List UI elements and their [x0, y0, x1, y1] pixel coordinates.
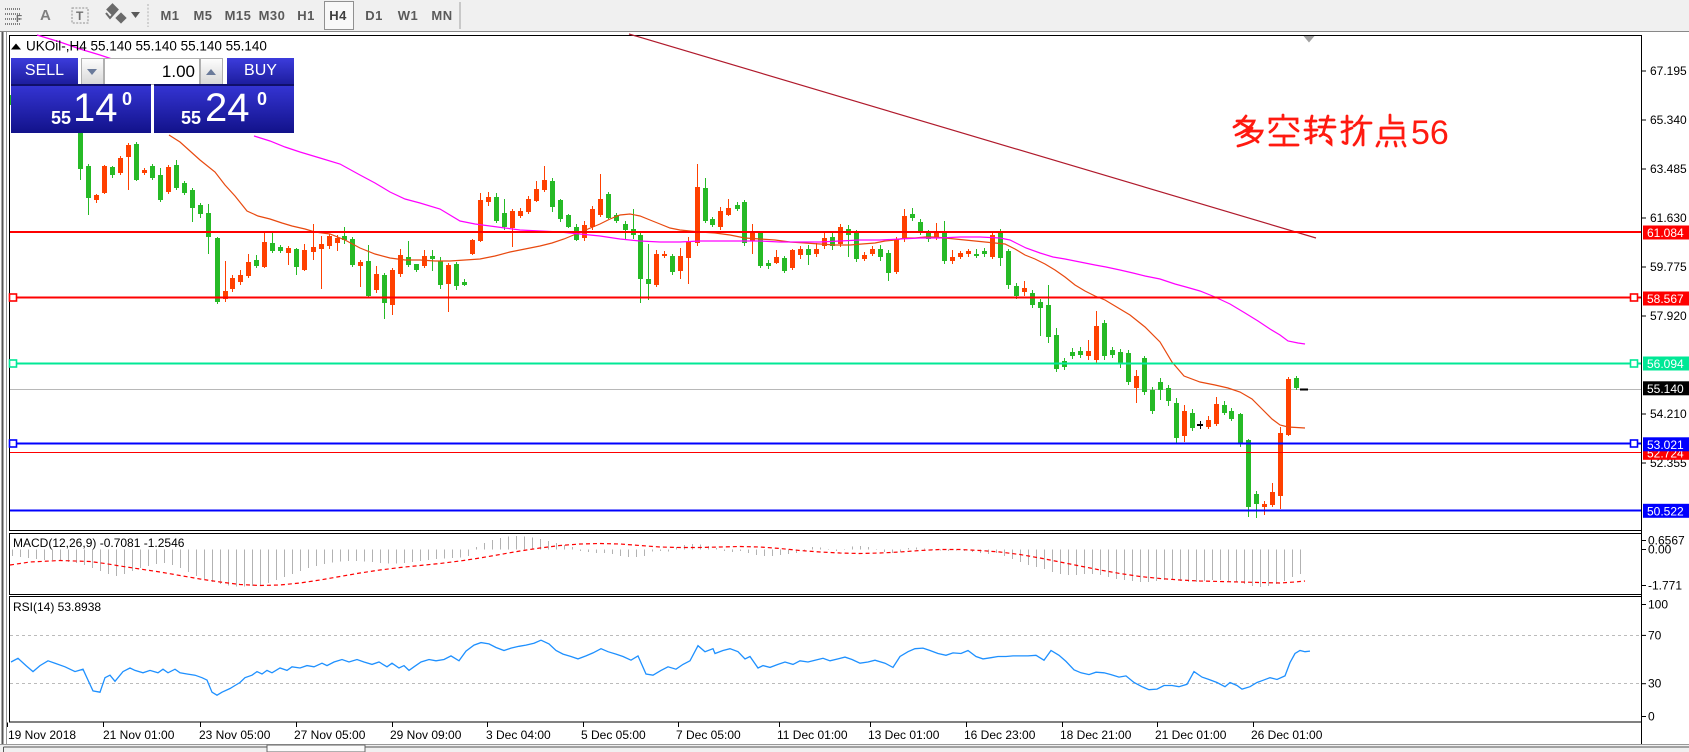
svg-text:30: 30 — [1648, 677, 1662, 691]
svg-text:A: A — [40, 7, 51, 24]
svg-text:63.485: 63.485 — [1650, 162, 1687, 176]
svg-text:18 Dec 21:00: 18 Dec 21:00 — [1060, 728, 1132, 742]
svg-text:53.021: 53.021 — [1647, 438, 1684, 452]
svg-text:65.340: 65.340 — [1650, 113, 1687, 127]
svg-text:26 Dec 01:00: 26 Dec 01:00 — [1251, 728, 1323, 742]
svg-text:11 Dec 01:00: 11 Dec 01:00 — [777, 728, 848, 742]
svg-text:21 Nov 01:00: 21 Nov 01:00 — [103, 728, 175, 742]
svg-text:50.522: 50.522 — [1647, 504, 1684, 518]
svg-text:T: T — [76, 9, 84, 23]
svg-text:F: F — [16, 14, 22, 25]
svg-text:0.00: 0.00 — [1648, 543, 1672, 557]
svg-text:54.210: 54.210 — [1650, 407, 1687, 421]
svg-text:58.567: 58.567 — [1647, 292, 1684, 306]
svg-text:61.084: 61.084 — [1647, 226, 1684, 240]
svg-text:21 Dec 01:00: 21 Dec 01:00 — [1155, 728, 1227, 742]
svg-text:61.630: 61.630 — [1650, 211, 1687, 225]
svg-text:56: 56 — [1411, 114, 1449, 152]
svg-text:5 Dec 05:00: 5 Dec 05:00 — [581, 728, 646, 742]
svg-text:RSI(14) 53.8938: RSI(14) 53.8938 — [13, 600, 101, 614]
svg-text:23 Nov 05:00: 23 Nov 05:00 — [199, 728, 271, 742]
svg-text:7 Dec 05:00: 7 Dec 05:00 — [676, 728, 741, 742]
svg-text:-1.771: -1.771 — [1648, 579, 1682, 593]
svg-text:13 Dec 01:00: 13 Dec 01:00 — [868, 728, 940, 742]
svg-text:67.195: 67.195 — [1650, 64, 1687, 78]
svg-text:3 Dec 04:00: 3 Dec 04:00 — [486, 728, 551, 742]
svg-text:59.775: 59.775 — [1650, 260, 1687, 274]
svg-text:0.6567: 0.6567 — [1648, 534, 1685, 548]
svg-text:0: 0 — [1648, 710, 1655, 724]
svg-text:16 Dec 23:00: 16 Dec 23:00 — [964, 728, 1036, 742]
svg-text:MACD(12,26,9) -0.7081 -1.2546: MACD(12,26,9) -0.7081 -1.2546 — [13, 536, 185, 550]
svg-text:19 Nov 2018: 19 Nov 2018 — [8, 728, 76, 742]
svg-text:UKOil-,H4 55.140 55.140 55.14: UKOil-,H4 55.140 55.140 55.140 55.140 — [26, 39, 267, 54]
svg-text:27 Nov 05:00: 27 Nov 05:00 — [294, 728, 366, 742]
svg-text:29 Nov 09:00: 29 Nov 09:00 — [390, 728, 462, 742]
svg-text:57.920: 57.920 — [1650, 309, 1687, 323]
svg-text:56.094: 56.094 — [1647, 357, 1684, 371]
svg-text:55.140: 55.140 — [1647, 382, 1684, 396]
svg-text:70: 70 — [1648, 628, 1662, 642]
svg-text:100: 100 — [1648, 598, 1668, 612]
